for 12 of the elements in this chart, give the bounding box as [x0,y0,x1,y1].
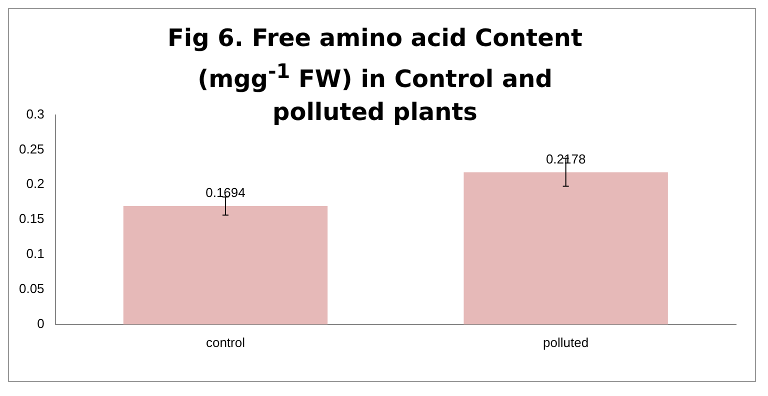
y-tick-label: 0 [37,316,44,331]
y-tick-label: 0.25 [18,141,44,156]
data-label: 0.2178 [546,151,586,166]
y-tick-label: 0.3 [26,106,44,122]
data-label: 0.1694 [206,185,246,200]
y-tick-label: 0.2 [26,176,44,192]
y-tick-label: 0.1 [26,246,44,262]
y-tick-label: 0.15 [18,211,44,226]
y-tick-label: 0.05 [18,281,44,296]
x-tick-label: control [206,334,246,350]
x-tick-label: polluted [543,334,589,350]
chart-title: Fig 6. Free amino acid Content (mgg$^{-1}$ FW) in Control and polluted plants [166,23,584,128]
